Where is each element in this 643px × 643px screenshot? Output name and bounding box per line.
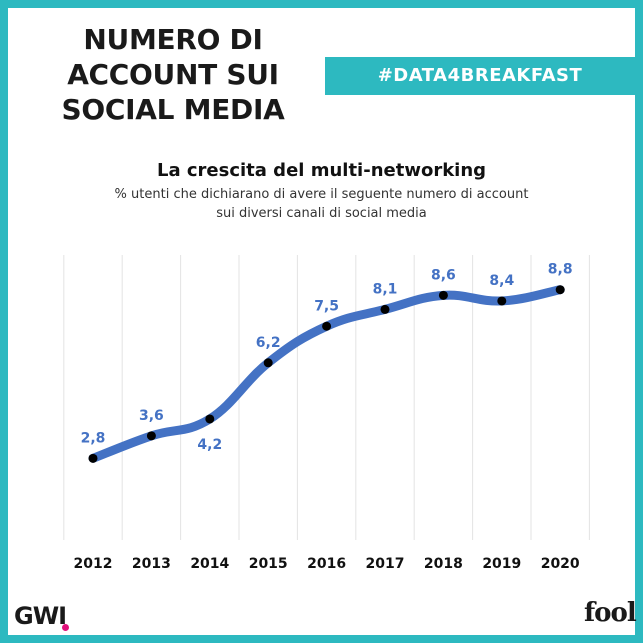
data-point-2020 [555, 285, 565, 295]
data-label-2015: 6,2 [256, 335, 281, 351]
data-point-2015 [263, 358, 273, 368]
x-tick-2019: 2019 [482, 556, 521, 572]
chart-x-ticks: 2012 2013 2014 2015 2016 2017 2018 2019 2020 [74, 556, 580, 572]
data-label-2018: 8,6 [431, 267, 456, 283]
page-title: NUMERO DI ACCOUNT SUI SOCIAL MEDIA [61, 23, 285, 126]
hashtag-banner: #DATA4BREAKFAST [325, 57, 635, 95]
chart-points [88, 285, 565, 463]
series-line [88, 285, 565, 463]
x-tick-2013: 2013 [132, 556, 171, 572]
x-tick-2015: 2015 [249, 556, 288, 572]
x-tick-2016: 2016 [307, 556, 346, 572]
data-point-2018 [438, 290, 448, 300]
data-point-2016 [322, 321, 332, 331]
chart-series-line [88, 285, 565, 463]
x-tick-2014: 2014 [190, 556, 229, 572]
data-label-2020: 8,8 [548, 262, 573, 278]
hashtag-label: #DATA4BREAKFAST [377, 65, 583, 86]
x-tick-2020: 2020 [541, 556, 580, 572]
data-label-2017: 8,1 [373, 281, 398, 297]
data-point-2013 [146, 431, 156, 441]
data-label-2019: 8,4 [489, 273, 514, 289]
data-label-2014: 4,2 [197, 437, 222, 453]
chart-subtitle: % utenti che dichiarano di avere il segu… [114, 187, 529, 221]
chart-title: La crescita del multi-networking [156, 160, 487, 181]
data-point-2012 [88, 453, 98, 463]
data-point-2019 [497, 296, 507, 306]
data-label-2013: 3,6 [139, 408, 164, 424]
x-tick-2018: 2018 [424, 556, 463, 572]
data-label-2016: 7,5 [314, 298, 339, 314]
gwi-logo: GWI [14, 602, 67, 630]
gwi-logo-dot [62, 624, 69, 631]
chart-data-labels: 2,8 3,6 4,2 6,2 7,5 8,1 8,6 8,4 8,8 [81, 262, 573, 453]
data-point-2017 [380, 304, 390, 314]
fool-logo: fool [584, 598, 637, 628]
data-label-2012: 2,8 [81, 430, 106, 446]
x-tick-2012: 2012 [74, 556, 113, 572]
data-point-2014 [205, 414, 215, 424]
x-tick-2017: 2017 [366, 556, 405, 572]
